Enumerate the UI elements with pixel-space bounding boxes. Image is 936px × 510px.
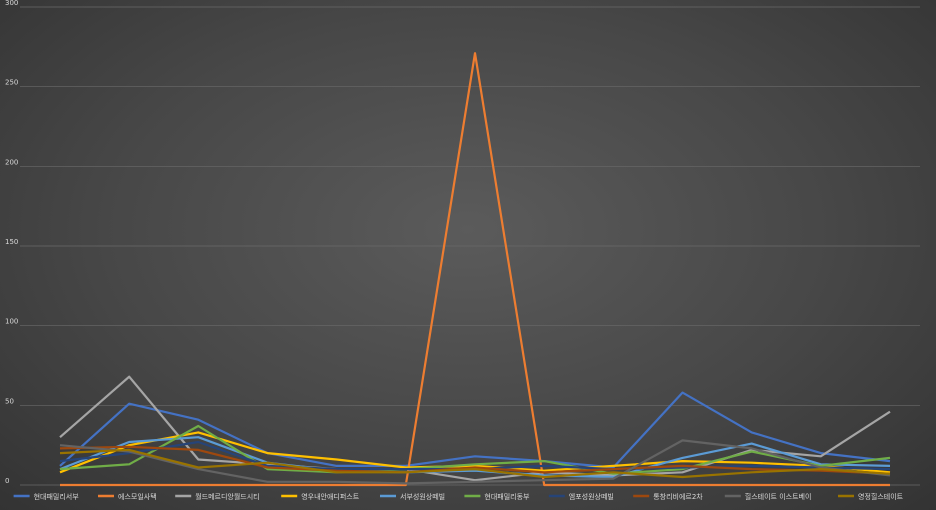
y-tick-label: 200 (5, 158, 18, 166)
series-line-8 (59, 439, 891, 485)
legend-label-5: 현대패밀리동부 (484, 492, 530, 501)
series-line-9 (59, 448, 891, 479)
y-tick-label: 300 (5, 0, 18, 7)
legend-label-4: 서부성원상떼빌 (400, 492, 445, 501)
series-line-4 (59, 436, 891, 479)
legend-label-6: 엠포성원상떼빌 (569, 492, 614, 501)
y-tick-label: 100 (5, 318, 18, 326)
legend-label-3: 영우내안애디퍼스트 (301, 492, 360, 501)
series-line-0 (59, 391, 891, 469)
y-tick-label: 250 (5, 79, 18, 87)
legend: 현대패밀리서부 에스모일사택 월드메르디앙월드시티 영우내안애디퍼스트 서부성원상떼빌 현… (13, 492, 904, 501)
legend-label-9: 영정힐스테이트 (858, 492, 904, 501)
y-axis-ticks: 0 50 100 150 200 250 300 (5, 0, 18, 485)
y-tick-label: 50 (5, 397, 14, 405)
legend-label-7: 통창리비에르2차 (653, 492, 703, 501)
y-tick-label: 150 (5, 238, 18, 246)
legend-label-2: 월드메르디앙월드시티 (195, 492, 259, 501)
y-tick-label: 0 (5, 477, 9, 485)
series-line-7 (59, 445, 891, 475)
series-line-3 (59, 431, 891, 474)
series-line-1 (60, 52, 890, 487)
legend-label-1: 에스모일사택 (118, 492, 157, 501)
legend-label-0: 현대패밀리서부 (34, 492, 80, 501)
series-lines (59, 52, 891, 487)
legend-label-8: 힐스테이트 이스트베이 (745, 492, 812, 501)
series-line-5 (59, 424, 891, 475)
series-line-2 (59, 375, 891, 482)
